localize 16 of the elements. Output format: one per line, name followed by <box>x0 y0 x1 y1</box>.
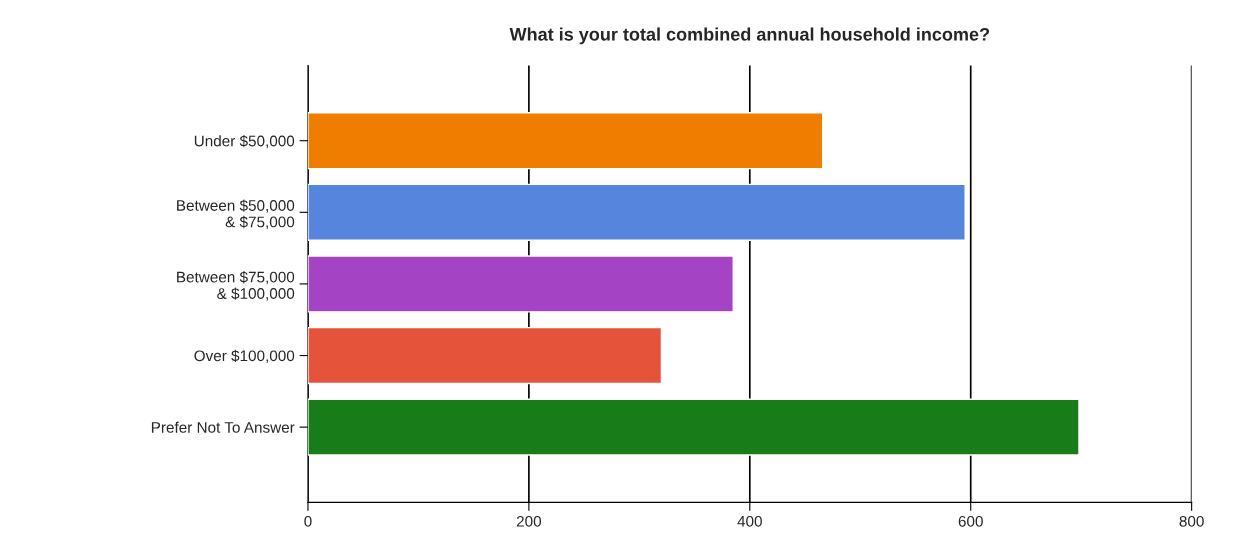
bar <box>307 255 734 313</box>
y-tick-label: Over $100,000 <box>194 349 295 364</box>
bar <box>307 183 966 241</box>
x-tick-label: 400 <box>737 515 762 527</box>
x-tick-label: 0 <box>304 515 312 527</box>
y-tick-label: Under $50,000 <box>194 134 295 149</box>
x-tick-label: 200 <box>516 515 542 527</box>
y-tick-label: Between $75,000 & $100,000 <box>177 271 295 301</box>
bar <box>307 326 663 385</box>
x-tick-label: 600 <box>958 515 983 527</box>
y-tick-label: Prefer Not To Answer <box>151 421 295 433</box>
x-tick-label: 800 <box>1179 515 1204 527</box>
y-tick-label: Between $50,000 & $75,000 <box>177 199 295 230</box>
bar <box>307 112 824 170</box>
chart-title: What is your total combined annual household income? <box>509 27 990 45</box>
bar <box>307 398 1080 456</box>
